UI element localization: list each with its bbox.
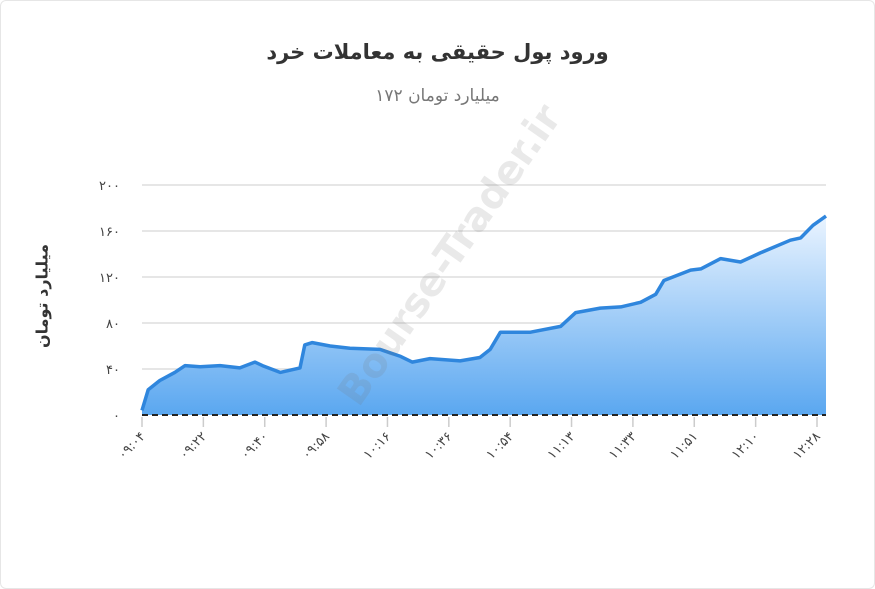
- chart-subtitle: میلیارد تومان ۱۷۲: [375, 86, 500, 106]
- x-tick-label: ۱۲:۱۰: [729, 429, 762, 462]
- y-axis-ticks: ۰ ۴۰ ۸۰ ۱۲۰ ۱۶۰ ۲۰۰: [99, 179, 120, 424]
- x-tick-label: ۱۲:۲۸: [790, 429, 823, 462]
- y-tick-label: ۸۰: [106, 317, 120, 332]
- y-tick-label: ۱۲۰: [99, 271, 120, 286]
- data-line: [140, 214, 828, 411]
- x-tick-label: ۰۹:۴۰: [238, 429, 271, 462]
- x-tick-label: ۰۹:۰۴: [115, 429, 148, 462]
- y-tick-label: ۴۰: [106, 363, 120, 378]
- area-fill: [142, 216, 826, 415]
- x-tick-label: ۱۰:۵۴: [484, 429, 517, 462]
- y-tick-label: ۰: [113, 409, 120, 424]
- x-axis-ticks: ۰۹:۰۴ ۰۹:۲۲ ۰۹:۴۰ ۰۹:۵۸ ۱۰:۱۶ ۱۰:۳۶ ۱۰:۵۴ ۱۱:۱۳…: [115, 417, 824, 463]
- y-tick-label: ۲۰۰: [99, 179, 120, 194]
- x-tick-label: ۰۹:۲۲: [177, 429, 210, 462]
- x-tick-label: ۱۰:۱۶: [361, 429, 394, 462]
- chart-title: ورود پول حقیقی به معاملات خرد: [266, 40, 609, 64]
- x-tick-label: ۱۱:۱۳: [545, 429, 578, 462]
- x-tick-label: ۱۱:۳۳: [606, 429, 639, 462]
- x-tick-label: ۰۹:۵۸: [299, 429, 332, 462]
- x-tick-label: ۱۰:۳۶: [422, 429, 455, 462]
- y-tick-label: ۱۶۰: [99, 225, 120, 240]
- x-tick-label: ۱۱:۵۱: [668, 429, 701, 462]
